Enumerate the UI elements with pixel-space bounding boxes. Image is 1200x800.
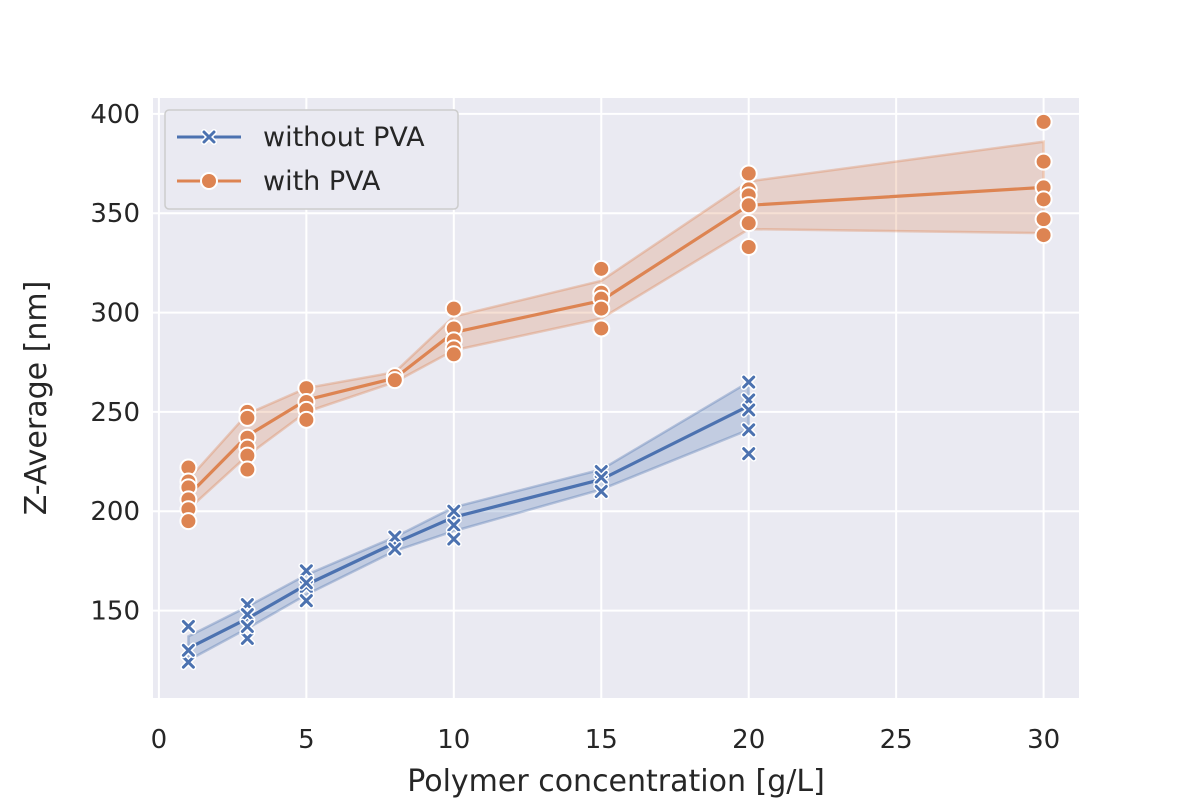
data-point-with-pva	[592, 299, 611, 318]
data-point-without-pva	[239, 618, 256, 635]
data-point-without-pva	[386, 540, 403, 557]
series-line-with-pva	[187, 185, 1044, 497]
y-axis-label: Z-Average [nm]	[19, 281, 54, 516]
data-point-without-pva	[593, 469, 610, 486]
data-point-with-pva	[1034, 112, 1053, 131]
data-point-without-pva	[740, 401, 757, 418]
y-tick-label: 400	[90, 100, 140, 130]
data-point-with-pva	[444, 345, 463, 364]
legend-box	[164, 109, 459, 210]
legend-marker-without-pva	[201, 129, 217, 145]
data-point-with-pva	[1034, 152, 1053, 171]
data-point-with-pva	[1034, 210, 1053, 229]
data-point-without-pva	[239, 606, 256, 623]
data-point-without-pva	[298, 574, 315, 591]
x-tick-label: 15	[585, 725, 618, 755]
data-point-with-pva	[297, 410, 316, 429]
x-tick-label: 0	[151, 725, 168, 755]
data-point-without-pva	[298, 562, 315, 579]
y-tick-labels: 150 200 250 300 350 400	[90, 100, 140, 627]
y-tick-label: 150	[90, 597, 140, 627]
data-point-without-pva	[239, 630, 256, 647]
data-point-without-pva	[740, 421, 757, 438]
data-point-without-pva	[445, 531, 462, 548]
data-point-with-pva	[179, 512, 198, 531]
legend: without PVA with PVA	[164, 109, 459, 210]
data-point-without-pva	[445, 503, 462, 520]
y-tick-label: 250	[90, 398, 140, 428]
legend-label-without-pva: without PVA	[263, 122, 425, 153]
y-tick-label: 350	[90, 199, 140, 229]
x-tick-label: 30	[1027, 725, 1060, 755]
data-point-without-pva	[740, 374, 757, 391]
x-axis-label: Polymer concentration [g/L]	[407, 764, 825, 799]
data-point-with-pva	[385, 371, 404, 390]
x-tick-label: 25	[880, 725, 913, 755]
data-point-without-pva	[180, 642, 197, 659]
x-tick-labels: 0 5 10 15 20 25 30	[151, 725, 1061, 755]
data-point-without-pva	[740, 445, 757, 462]
data-point-with-pva	[739, 238, 758, 257]
data-point-with-pva	[1034, 226, 1053, 245]
data-point-with-pva	[444, 299, 463, 318]
data-point-with-pva	[238, 408, 257, 427]
data-point-without-pva	[593, 483, 610, 500]
data-points	[179, 112, 1053, 671]
data-point-with-pva	[592, 259, 611, 278]
data-point-with-pva	[739, 214, 758, 233]
legend-label-with-pva: with PVA	[263, 166, 381, 197]
data-point-without-pva	[386, 529, 403, 546]
y-tick-label: 300	[90, 299, 140, 329]
x-tick-label: 20	[732, 725, 765, 755]
data-point-without-pva	[180, 618, 197, 635]
data-point-without-pva	[298, 592, 315, 609]
data-point-without-pva	[180, 654, 197, 671]
data-point-with-pva	[1034, 190, 1053, 209]
x-tick-label: 10	[437, 725, 470, 755]
data-point-with-pva	[739, 196, 758, 215]
x-tick-label: 5	[298, 725, 315, 755]
data-point-with-pva	[238, 460, 257, 479]
data-point-without-pva	[445, 517, 462, 534]
y-tick-label: 200	[90, 497, 140, 527]
data-point-with-pva	[592, 319, 611, 338]
legend-marker-with-pva	[200, 172, 218, 190]
data-point-with-pva	[739, 164, 758, 183]
